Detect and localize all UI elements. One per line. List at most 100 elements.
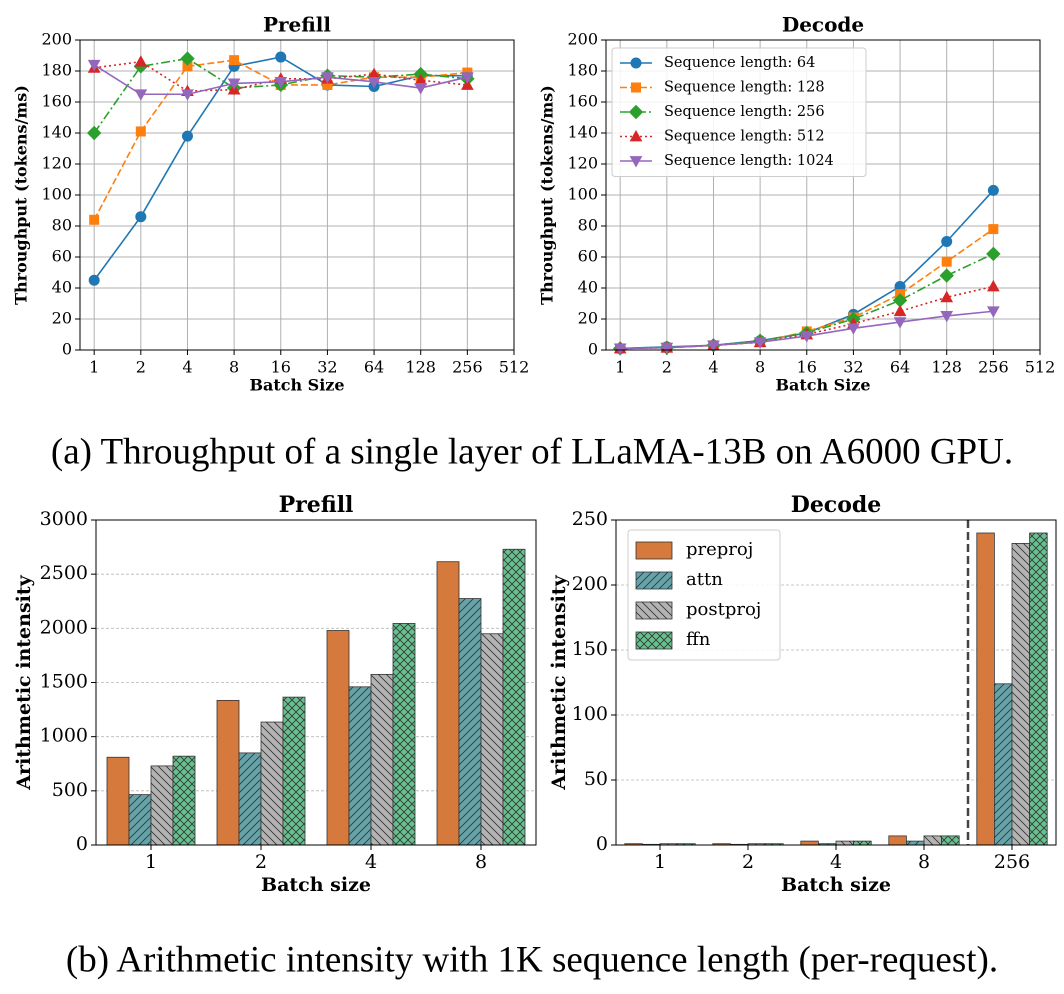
bar <box>150 765 174 846</box>
x-axis-label: Batch size <box>781 874 891 896</box>
y-tick-label: 0 <box>588 340 598 359</box>
x-tick-label: 2 <box>742 851 754 873</box>
point <box>181 130 193 142</box>
legend-label: Sequence length: 1024 <box>664 153 834 169</box>
y-axis-label: Throughput (tokens/ms) <box>12 85 31 305</box>
plot-frame <box>95 519 537 846</box>
bar <box>172 755 196 846</box>
x-tick-label: 8 <box>229 358 239 377</box>
point <box>613 343 627 355</box>
y-tick-label: 60 <box>578 247 598 266</box>
x-axis-label: Batch Size <box>775 376 870 395</box>
bar <box>106 756 130 846</box>
x-tick-label: 512 <box>1025 358 1056 377</box>
x-tick-label: 4 <box>182 358 192 377</box>
x-tick-label: 4 <box>830 851 842 873</box>
x-tick-label: 2 <box>136 358 146 377</box>
legend-box <box>627 529 781 661</box>
bar <box>458 598 482 846</box>
y-tick-label: 140 <box>41 123 72 142</box>
bar <box>800 840 819 846</box>
legend-patch <box>635 631 673 650</box>
y-tick-label: 20 <box>578 309 598 328</box>
y-tick-label: 100 <box>572 703 608 725</box>
bar <box>941 835 960 846</box>
point <box>274 76 288 89</box>
point <box>660 342 674 355</box>
x-tick-label: 16 <box>271 358 291 377</box>
series-line <box>93 57 468 134</box>
x-tick-label: 128 <box>405 358 436 377</box>
legend-label: postproj <box>686 599 761 620</box>
legend-label: ffn <box>686 629 711 650</box>
y-tick-label: 160 <box>41 92 72 111</box>
legend-marker <box>631 82 641 93</box>
y-axis-label: Arithmetic intensity <box>548 574 570 790</box>
point <box>89 214 100 225</box>
y-tick-label: 120 <box>41 154 72 173</box>
point <box>941 256 952 267</box>
bar <box>1029 532 1048 846</box>
legend-marker <box>629 129 643 142</box>
bar <box>128 794 152 846</box>
series-line <box>620 285 994 350</box>
point <box>275 51 287 63</box>
y-tick-label: 140 <box>567 123 598 142</box>
plot-frame <box>615 519 1057 846</box>
bar <box>835 840 855 846</box>
legend-patch <box>635 571 673 590</box>
x-tick-label: 8 <box>918 851 930 873</box>
point <box>986 246 1001 262</box>
x-tick-label: 1 <box>615 358 625 377</box>
legend-label: attn <box>686 569 723 590</box>
point <box>707 340 720 352</box>
x-axis-label: Batch size <box>261 874 371 896</box>
x-tick-label: 128 <box>931 358 962 377</box>
chart-title: Prefill <box>279 492 354 518</box>
legend-label: Sequence length: 256 <box>664 104 825 120</box>
point <box>414 83 428 95</box>
legend-marker <box>630 57 642 69</box>
y-tick-label: 180 <box>567 61 598 80</box>
x-tick-label: 256 <box>994 851 1030 873</box>
x-tick-label: 256 <box>978 358 1009 377</box>
bar <box>480 633 504 846</box>
point <box>940 311 954 323</box>
y-axis-label: Throughput (tokens/ms) <box>538 85 557 305</box>
legend-label: Sequence length: 64 <box>664 55 815 71</box>
point <box>229 55 240 66</box>
bar <box>238 752 262 846</box>
bar <box>976 532 995 846</box>
bar <box>348 686 372 846</box>
point <box>227 78 241 90</box>
bar <box>888 835 907 846</box>
x-tick-label: 1 <box>89 358 99 377</box>
point <box>987 306 1000 318</box>
legend-patch <box>635 541 673 560</box>
plot-frame <box>79 39 515 351</box>
legend-box <box>611 47 867 177</box>
y-tick-label: 3000 <box>40 508 88 530</box>
chart-title: Decode <box>791 492 882 518</box>
point <box>86 125 102 141</box>
x-tick-label: 8 <box>475 851 487 873</box>
y-tick-label: 250 <box>572 508 608 530</box>
caption: (a) Throughput of a single layer of LLaM… <box>51 431 1013 472</box>
point <box>135 126 146 137</box>
point <box>753 337 767 349</box>
x-tick-label: 1 <box>654 851 666 873</box>
point <box>321 72 334 84</box>
bar <box>502 548 526 846</box>
point <box>988 224 999 235</box>
point <box>987 279 1000 292</box>
y-tick-label: 200 <box>41 30 72 49</box>
x-tick-label: 2 <box>255 851 267 873</box>
series-line <box>93 59 468 221</box>
x-tick-label: 512 <box>499 358 530 377</box>
point <box>367 76 381 89</box>
point <box>847 323 860 335</box>
legend-patch <box>635 601 673 620</box>
y-tick-label: 80 <box>52 216 72 235</box>
